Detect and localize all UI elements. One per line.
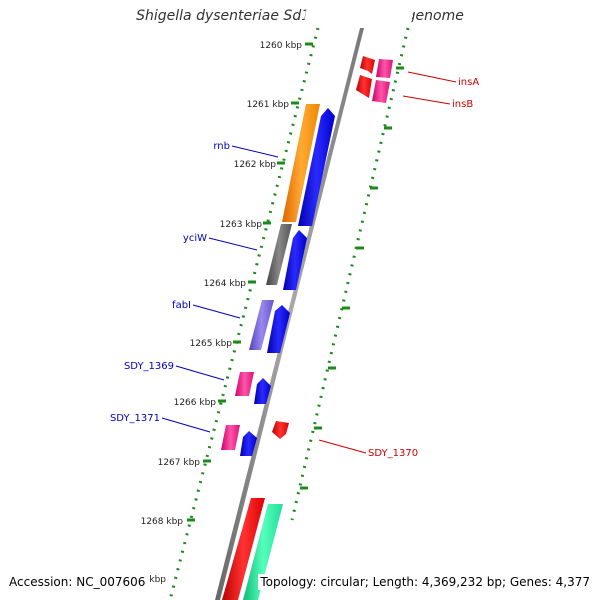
tick-label-1267: 1267 kbp <box>158 458 201 468</box>
rnb-feature <box>282 104 320 222</box>
outer-major-ticks <box>300 66 404 490</box>
tick-label-1264: 1264 kbp <box>204 279 247 289</box>
outer-tick-rail <box>290 27 410 521</box>
accession-label: Accession: NC_007606 <box>7 574 148 590</box>
tick-labels: 1260 kbp 1261 kbp 1262 kbp 1263 kbp 1264… <box>124 41 303 585</box>
insA-cds-arrow <box>360 56 375 74</box>
gene-label-SDY_1370: SDY_1370 <box>368 448 418 459</box>
fabI-cds-arrow <box>267 305 290 353</box>
gene-label-yciW: yciW <box>183 233 207 244</box>
green-feature <box>243 504 283 600</box>
gene-labels: rnb yciW fabI SDY_1369 SDY_1371 insA ins… <box>110 77 479 459</box>
SDY_1370-cds-arrow <box>272 421 289 439</box>
SDY_1369-cds-arrow <box>254 378 271 404</box>
gene-label-rnb: rnb <box>213 141 230 152</box>
yciW-cds-arrow <box>283 230 307 290</box>
tick-label-1265: 1265 kbp <box>190 339 233 349</box>
gene-label-SDY_1371: SDY_1371 <box>110 413 160 424</box>
SDY_1371-cds-arrow <box>240 431 257 456</box>
tick-label-1266: 1266 kbp <box>174 398 217 408</box>
yciW-feature <box>266 224 292 285</box>
tick-label-1261: 1261 kbp <box>247 100 290 110</box>
topology-label: Topology: circular; Length: 4,369,232 bp… <box>258 574 592 590</box>
gene-label-SDY_1369: SDY_1369 <box>124 361 174 372</box>
tick-label-1262: 1262 kbp <box>234 160 277 170</box>
major-ticks <box>187 42 313 522</box>
SDY_1369-feature <box>235 372 254 396</box>
gene-label-insA: insA <box>458 77 479 88</box>
gene-label-insB: insB <box>452 99 473 110</box>
fabI-feature <box>249 300 274 350</box>
gene-label-fabI: fabI <box>172 300 191 311</box>
rrna-feature-inner <box>222 498 265 600</box>
callout-lines <box>161 71 457 454</box>
rnb-cds-arrow <box>298 108 335 226</box>
tick-label-1263: 1263 kbp <box>220 220 263 230</box>
insB-feature <box>372 80 390 103</box>
SDY_1371-feature <box>221 425 240 450</box>
insA-feature <box>376 59 393 78</box>
tick-label-1260: 1260 kbp <box>260 41 303 51</box>
insB-cds-arrow <box>356 75 372 98</box>
tick-label-1268: 1268 kbp <box>141 517 184 527</box>
